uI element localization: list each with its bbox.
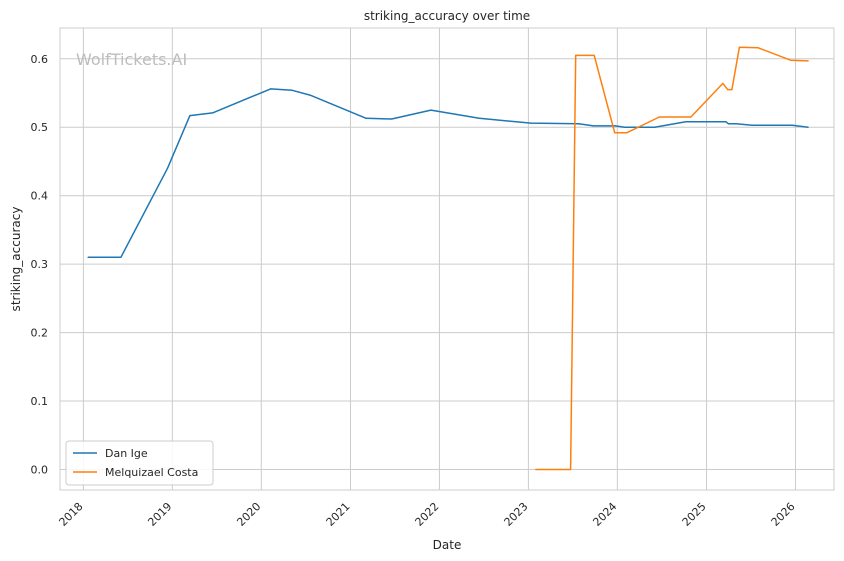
data-point-melquizael-costa xyxy=(738,46,741,48)
data-point-melquizael-costa xyxy=(658,116,660,118)
data-point-dan-ige xyxy=(530,122,532,124)
data-point-dan-ige xyxy=(791,124,793,126)
data-point-dan-ige xyxy=(166,167,169,169)
data-point-melquizael-costa xyxy=(614,132,616,134)
legend: Dan Ige Melquizael Costa xyxy=(65,440,214,486)
x-axis-title: Date xyxy=(433,538,462,552)
data-point-melquizael-costa xyxy=(593,54,595,57)
y-tick-label: 0.2 xyxy=(31,327,49,340)
data-point-dan-ige xyxy=(751,124,753,126)
data-point-melquizael-costa xyxy=(790,59,792,61)
data-point-dan-ige xyxy=(807,126,809,128)
data-point-dan-ige xyxy=(270,88,272,90)
y-axis-ticks: 0.0 0.1 0.2 0.3 0.4 0.5 0.6 xyxy=(31,53,49,477)
y-tick-label: 0.6 xyxy=(31,53,49,66)
data-point-dan-ige xyxy=(725,121,727,123)
legend-label-melquizael-costa: Melquizael Costa xyxy=(105,466,198,479)
data-point-dan-ige xyxy=(614,125,616,127)
y-tick-label: 0.4 xyxy=(31,190,49,203)
grid xyxy=(60,28,834,490)
data-point-melquizael-costa xyxy=(570,468,572,471)
data-point-dan-ige xyxy=(735,123,737,125)
data-point-dan-ige xyxy=(578,123,580,125)
legend-box xyxy=(65,440,214,486)
data-point-dan-ige xyxy=(120,256,122,258)
legend-label-dan-ige: Dan Ige xyxy=(105,447,148,460)
data-point-dan-ige xyxy=(592,125,595,127)
y-tick-label: 0.0 xyxy=(31,463,49,476)
data-point-dan-ige xyxy=(212,112,214,114)
y-tick-label: 0.1 xyxy=(31,395,49,408)
data-point-dan-ige xyxy=(291,89,293,91)
plot-frame xyxy=(59,27,835,491)
data-point-dan-ige xyxy=(189,115,191,117)
data-point-melquizael-costa xyxy=(727,89,729,91)
y-tick-label: 0.5 xyxy=(31,121,49,134)
data-point-melquizael-costa xyxy=(757,47,759,49)
data-point-dan-ige xyxy=(430,109,432,111)
data-point-dan-ige xyxy=(478,117,480,119)
chart-title: striking_accuracy over time xyxy=(364,9,530,23)
data-point-dan-ige xyxy=(87,256,89,258)
data-point-dan-ige xyxy=(309,94,311,96)
data-point-dan-ige xyxy=(654,126,656,128)
y-axis-title: striking_accuracy xyxy=(9,207,23,312)
data-point-melquizael-costa xyxy=(807,60,809,62)
watermark: WolfTickets.AI xyxy=(76,50,187,69)
data-point-dan-ige xyxy=(727,123,730,125)
data-point-melquizael-costa xyxy=(690,116,692,118)
series-layer xyxy=(87,46,809,471)
data-point-melquizael-costa xyxy=(535,468,537,471)
data-point-melquizael-costa xyxy=(575,54,577,57)
data-point-melquizael-costa xyxy=(722,82,724,84)
data-point-dan-ige xyxy=(624,126,626,128)
y-tick-label: 0.3 xyxy=(31,258,49,271)
data-point-melquizael-costa xyxy=(626,132,628,134)
data-point-dan-ige xyxy=(365,117,367,119)
data-point-melquizael-costa xyxy=(731,89,733,91)
data-point-dan-ige xyxy=(391,118,393,120)
data-point-dan-ige xyxy=(685,121,687,123)
